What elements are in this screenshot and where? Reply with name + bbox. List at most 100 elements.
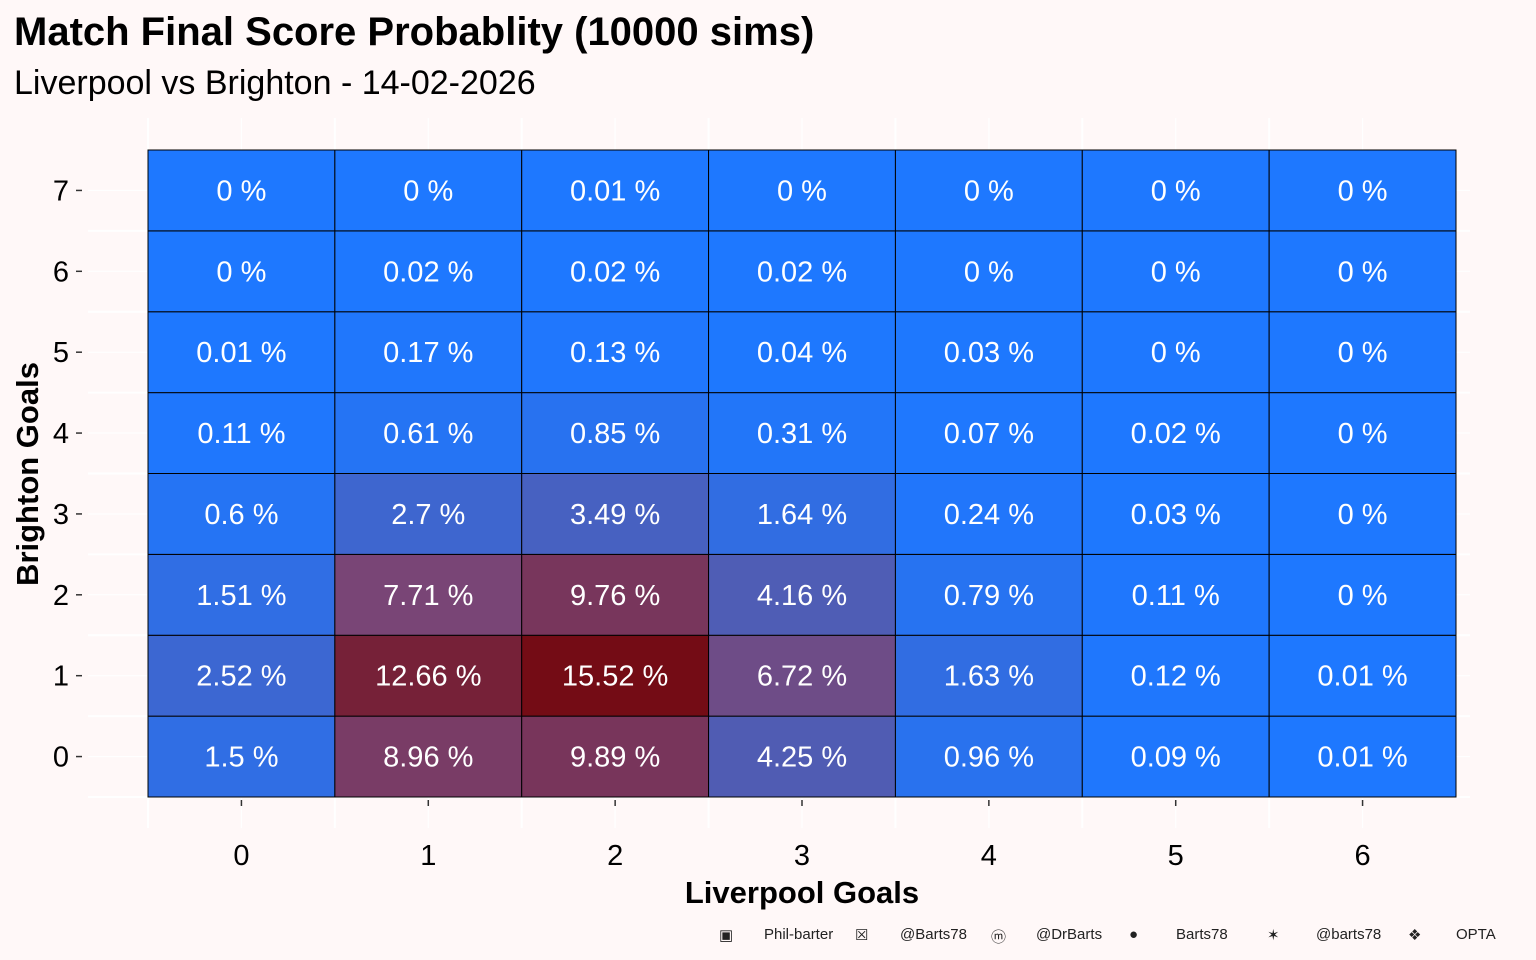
cell-label: 0.6 % xyxy=(204,499,278,531)
y-tick-label: 2 xyxy=(53,580,69,612)
heatmap-cell xyxy=(1081,473,1270,555)
heatmap-cell xyxy=(708,715,896,798)
heatmap-cell xyxy=(147,553,336,636)
heatmap-cell xyxy=(1268,311,1457,394)
cell-label: 0.01 % xyxy=(196,337,286,369)
heatmap-cell xyxy=(521,634,710,717)
heatmap-cell xyxy=(894,392,1083,474)
cell-label: 0.02 % xyxy=(383,256,473,288)
heatmap-cell xyxy=(521,715,710,798)
cell-label: 0.12 % xyxy=(1131,661,1221,693)
cell-label: 0 % xyxy=(1338,256,1388,288)
chart-title: Match Final Score Probablity (10000 sims… xyxy=(14,10,815,54)
footer-source: OPTA xyxy=(1456,926,1496,943)
cell-label: 0.11 % xyxy=(197,418,285,450)
heatmap-cell xyxy=(147,311,336,394)
cell-label: 7.71 % xyxy=(383,580,473,612)
cell-label: 0.09 % xyxy=(1131,742,1221,774)
dropbox-icon: ❖ xyxy=(1408,927,1422,944)
heatmap-cell xyxy=(521,149,710,232)
heatmap-cell xyxy=(147,473,336,555)
cell-label: 8.96 % xyxy=(383,742,473,774)
heatmap-cell xyxy=(334,392,523,474)
footer-credits: ▣ Phil-barter ☒ @Barts78 ⓜ @DrBarts ● Ba… xyxy=(0,926,1536,946)
cell-label: 0.85 % xyxy=(570,418,660,450)
cell-label: 0 % xyxy=(1338,499,1388,531)
cell-label: 2.7 % xyxy=(391,499,465,531)
heatmap-cell xyxy=(334,473,523,555)
linkedin-icon: ▣ xyxy=(719,927,734,944)
heatmap-cell xyxy=(1081,230,1270,313)
heatmap-cell xyxy=(1081,553,1270,636)
github-icon: ● xyxy=(1129,926,1139,943)
heatmap-cell xyxy=(894,715,1083,798)
cell-label: 4.25 % xyxy=(757,742,847,774)
x-tick-label: 3 xyxy=(794,840,810,872)
cell-label: 0.01 % xyxy=(1317,742,1407,774)
y-tick-label: 0 xyxy=(53,742,69,774)
footer-github: Barts78 xyxy=(1176,926,1228,943)
heatmap-cell xyxy=(894,553,1083,636)
x-tick-label: 1 xyxy=(420,840,436,872)
chart-subtitle: Liverpool vs Brighton - 14-02-2026 xyxy=(14,64,536,102)
cell-label: 1.5 % xyxy=(204,742,278,774)
cell-label: 0 % xyxy=(403,175,453,207)
cell-label: 0.61 % xyxy=(383,418,473,450)
heatmap-cell xyxy=(1268,149,1457,232)
footer-mastodon: @DrBarts xyxy=(1036,926,1103,943)
cell-label: 0 % xyxy=(964,256,1014,288)
heatmap-cell xyxy=(708,634,896,717)
heatmap-cell xyxy=(1081,392,1270,474)
footer-linkedin: Phil-barter xyxy=(764,926,834,943)
y-tick-label: 5 xyxy=(53,337,69,369)
x-icon: ☒ xyxy=(855,927,869,944)
heatmap-cell xyxy=(708,149,896,232)
cell-label: 9.76 % xyxy=(570,580,660,612)
cell-label: 1.64 % xyxy=(757,499,847,531)
cell-label: 1.51 % xyxy=(196,580,286,612)
heatmap-cell xyxy=(521,473,710,555)
cell-label: 0 % xyxy=(1338,337,1388,369)
heatmap-cell xyxy=(894,230,1083,313)
x-tick-label: 0 xyxy=(233,840,249,872)
heatmap-cell xyxy=(1268,473,1457,555)
heatmap-cell xyxy=(147,392,336,474)
cell-label: 9.89 % xyxy=(570,742,660,774)
heatmap-cell xyxy=(1268,553,1457,636)
cell-label: 0 % xyxy=(1151,256,1201,288)
cell-label: 0.11 % xyxy=(1132,580,1220,612)
heatmap-cell xyxy=(147,230,336,313)
cell-label: 0.03 % xyxy=(944,337,1034,369)
heatmap-cell xyxy=(521,392,710,474)
cell-label: 0.04 % xyxy=(757,337,847,369)
cell-label: 0.02 % xyxy=(570,256,660,288)
cell-label: 4.16 % xyxy=(757,580,847,612)
cell-label: 0.07 % xyxy=(944,418,1034,450)
heatmap-cell xyxy=(1268,392,1457,474)
y-tick-label: 4 xyxy=(53,418,69,450)
x-tick-label: 5 xyxy=(1168,840,1184,872)
cell-label: 1.63 % xyxy=(944,661,1034,693)
cell-label: 0 % xyxy=(964,175,1014,207)
heatmap-cell xyxy=(1268,634,1457,717)
cell-label: 6.72 % xyxy=(757,661,847,693)
cell-label: 0 % xyxy=(1338,418,1388,450)
heatmap-cell xyxy=(334,715,523,798)
cell-label: 0.31 % xyxy=(757,418,847,450)
cell-label: 0.13 % xyxy=(570,337,660,369)
cell-label: 0.17 % xyxy=(383,337,473,369)
cell-label: 0.01 % xyxy=(1317,661,1407,693)
x-tick-label: 6 xyxy=(1355,840,1371,872)
heatmap-cell xyxy=(521,553,710,636)
heatmap-cell xyxy=(521,311,710,394)
x-tick-label: 4 xyxy=(981,840,997,872)
heatmap-cell xyxy=(1081,715,1270,798)
x-tick-label: 2 xyxy=(607,840,623,872)
cell-label: 0.79 % xyxy=(944,580,1034,612)
cell-label: 0.24 % xyxy=(944,499,1034,531)
cell-label: 3.49 % xyxy=(570,499,660,531)
cell-label: 0 % xyxy=(1338,175,1388,207)
y-axis-title: Brighton Goals xyxy=(10,362,45,586)
